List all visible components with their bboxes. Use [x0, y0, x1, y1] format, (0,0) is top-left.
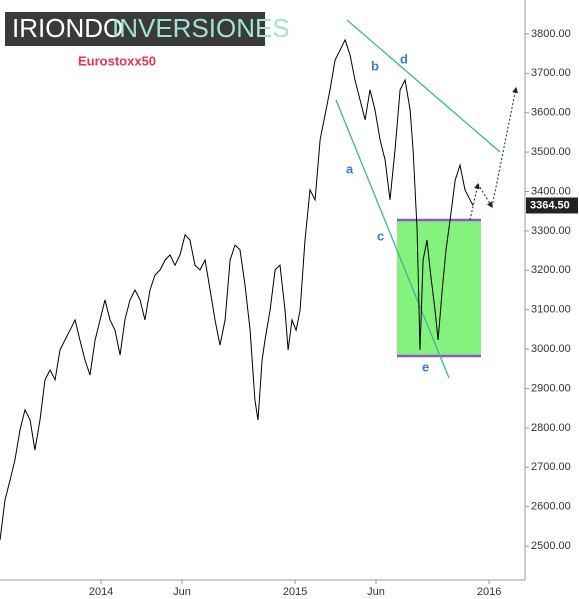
- logo-text: IRIONDO: [12, 13, 123, 43]
- y-tick-label: 3600.00: [531, 107, 571, 119]
- price-line: [0, 38, 474, 541]
- wave-label: b: [371, 58, 379, 73]
- x-tick-label: 2014: [89, 586, 113, 598]
- y-tick-label: 2700.00: [531, 461, 571, 473]
- x-tick-label: 2016: [477, 586, 501, 598]
- target-box: [397, 220, 481, 356]
- projection-arrow: [477, 183, 493, 209]
- chart-title: Eurostoxx50: [78, 53, 156, 68]
- x-tick-label: Jun: [173, 586, 191, 598]
- y-tick-label: 3500.00: [531, 146, 571, 158]
- y-tick-label: 3100.00: [531, 304, 571, 316]
- x-tick-label: Jun: [367, 586, 385, 598]
- last-price-box: [526, 197, 578, 214]
- logo-box: [5, 12, 265, 46]
- y-tick-label: 2800.00: [531, 422, 571, 434]
- wave-label: c: [377, 228, 384, 243]
- upper-trendline: [346, 19, 501, 153]
- y-tick-label: 3700.00: [531, 67, 571, 79]
- projection-arrow: [491, 86, 518, 208]
- y-tick-label: 3000.00: [531, 343, 571, 355]
- y-tick-label: 3200.00: [531, 264, 571, 276]
- y-tick-label: 2500.00: [531, 540, 571, 552]
- y-tick-label: 3400.00: [531, 185, 571, 197]
- logo-text: INVERSIONES: [112, 13, 290, 43]
- last-price-label: 3364.50: [530, 199, 570, 211]
- wave-label: a: [346, 161, 354, 176]
- x-tick-label: 2015: [283, 586, 307, 598]
- y-tick-label: 3300.00: [531, 225, 571, 237]
- lower-trendline: [335, 99, 450, 379]
- wave-label: e: [422, 359, 429, 374]
- y-tick-label: 2900.00: [531, 382, 571, 394]
- y-tick-label: 2600.00: [531, 501, 571, 513]
- y-tick-label: 3800.00: [531, 28, 571, 40]
- wave-label: d: [400, 51, 408, 66]
